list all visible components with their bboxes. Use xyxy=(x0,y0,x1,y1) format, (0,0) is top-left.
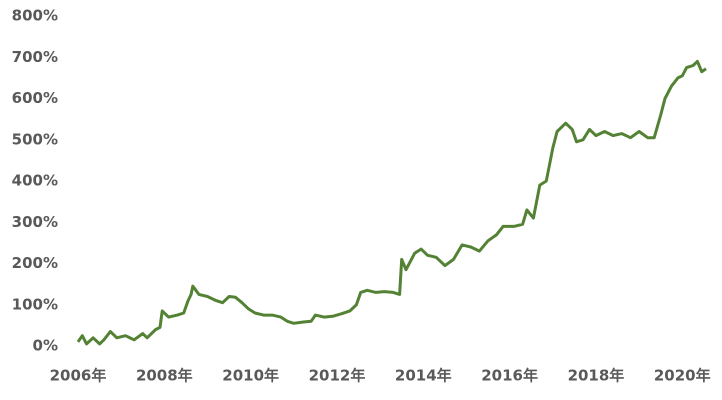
y-tick-label: 200% xyxy=(12,254,58,272)
x-tick-label: 2014年 xyxy=(395,367,452,385)
x-tick-label: 2012年 xyxy=(309,367,366,385)
y-tick-label: 500% xyxy=(12,130,58,148)
y-tick-label: 300% xyxy=(12,213,58,231)
y-tick-label: 700% xyxy=(12,48,58,66)
x-tick-label: 2010年 xyxy=(222,367,279,385)
y-tick-label: 400% xyxy=(12,172,58,190)
x-tick-label: 2020年 xyxy=(654,367,711,385)
data-line xyxy=(76,59,707,346)
y-tick-label: 800% xyxy=(12,7,58,25)
y-tick-label: 100% xyxy=(12,295,58,313)
x-tick-label: 2016年 xyxy=(481,367,538,385)
x-tick-label: 2008年 xyxy=(136,367,193,385)
y-tick-label: 0% xyxy=(33,337,58,355)
x-tick-label: 2006年 xyxy=(50,367,107,385)
x-tick-label: 2018年 xyxy=(568,367,625,385)
y-tick-label: 600% xyxy=(12,89,58,107)
